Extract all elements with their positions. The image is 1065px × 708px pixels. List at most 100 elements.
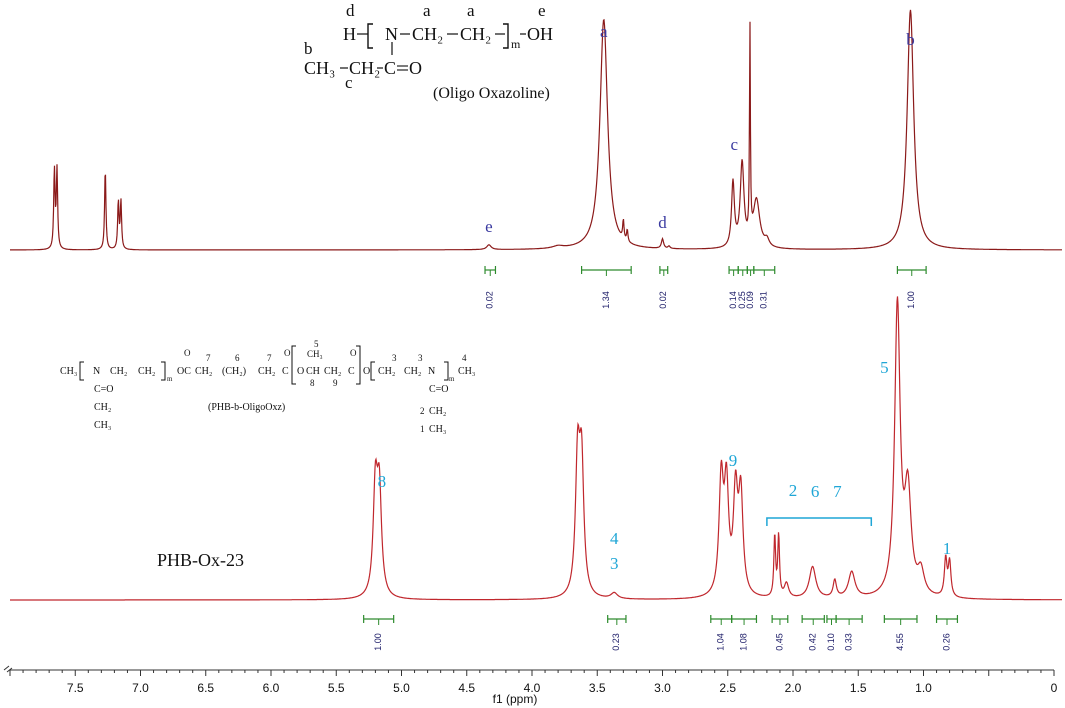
top-compound-label: (Oligo Oxazoline) <box>433 85 550 102</box>
bstruct-ch2-a: CH₂ <box>110 366 127 377</box>
peak-label-top-1: a <box>600 22 608 41</box>
bstruct-c2: C <box>348 366 355 377</box>
bstruct-c1: C <box>282 366 289 377</box>
bstruct-ch2-g: CH₂ <box>404 366 421 377</box>
bstruct-num-1: 1 <box>420 424 425 434</box>
integral-bottom-5: 0.42 <box>801 615 825 651</box>
integral-value: 1.34 <box>601 291 611 309</box>
integral-bottom-9: 0.26 <box>935 615 959 651</box>
bstruct-num-4: 4 <box>462 353 467 363</box>
spectra-layer <box>10 9 1062 601</box>
bstruct-ch2-f: CH₂ <box>378 366 395 377</box>
integrals-layer: 0.02 1.34 0.02 0.14 0.250.09 0.31 1.00 1.00 0.23… <box>363 266 959 651</box>
bstruct-ch3-right: CH₃ <box>458 366 475 377</box>
peak-label-top-2: d <box>658 213 667 232</box>
svg-text:O: O <box>350 348 357 358</box>
bstruct-n-right: N <box>428 366 435 377</box>
peak-label-top-3: c <box>731 135 739 154</box>
svg-text:O: O <box>284 348 291 358</box>
bstruct-ch2-d: CH₂ <box>258 366 275 377</box>
svg-text:O: O <box>184 348 191 358</box>
struct-label-d: d <box>346 1 355 20</box>
bstruct-ch2-e: CH₂ <box>324 366 341 377</box>
struct-ch2-2: CH₂ <box>460 24 491 44</box>
bstruct-num-7b: 7 <box>267 353 272 363</box>
tick-label: 4.0 <box>524 681 541 695</box>
struct-label-a2: a <box>467 1 475 20</box>
bstruct-m-left: m <box>167 375 173 383</box>
tick-label: 7.0 <box>132 681 149 695</box>
integral-value: 0.23 <box>611 633 621 651</box>
integral-bottom-7: 0.33 <box>835 615 863 651</box>
bstruct-left-co: C=O <box>94 384 114 395</box>
peak-label-bottom-1: 4 <box>610 529 619 548</box>
sample-label: PHB-Ox-23 <box>157 550 244 570</box>
oligo-oxazoline-structure: d a a e b c H N CH₂ CH₂ m OH CH₃ CH₂ C O… <box>304 1 553 102</box>
bstruct-o1: O <box>297 366 304 377</box>
integral-top-7: 1.00 <box>896 266 927 309</box>
struct-h: H <box>343 24 356 44</box>
struct-n: N <box>385 24 398 44</box>
bstruct-num-6: 6 <box>235 353 240 363</box>
bstruct-right-ch2: CH₂ <box>429 406 446 417</box>
tick-label: 6.0 <box>263 681 280 695</box>
spectrum-line-bottom <box>10 296 1062 601</box>
peak-label-bottom-6: 7 <box>833 482 842 501</box>
peak-label-top-4: b <box>906 30 915 49</box>
peak-label-top-0: e <box>485 217 493 236</box>
struct-m: m <box>511 37 521 51</box>
integral-bottom-4: 0.45 <box>771 615 789 651</box>
integral-value: 0.33 <box>843 633 853 651</box>
integral-top-6: 0.31 <box>753 266 776 309</box>
tick-label: 6.5 <box>197 681 214 695</box>
integral-top-0: 0.02 <box>484 266 497 309</box>
peak-label-bottom-7: 5 <box>880 358 889 377</box>
bstruct-ch3-left: CH₃ <box>60 366 77 377</box>
bstruct-ch2-b: CH₂ <box>138 366 155 377</box>
integral-bottom-3: 1.08 <box>731 615 758 651</box>
tick-label: 7.5 <box>67 681 84 695</box>
integral-value: 0.26 <box>941 633 951 651</box>
integral-top-1: 1.34 <box>580 266 632 309</box>
peak-label-bottom-3: 9 <box>729 451 738 470</box>
bstruct-oc: OC <box>177 366 191 377</box>
bstruct-left-ch2: CH₂ <box>94 402 111 413</box>
integral-value: 0.14 <box>728 291 738 309</box>
integral-top-2: 0.02 <box>658 266 669 309</box>
bstruct-num-9: 9 <box>333 378 338 388</box>
bstruct-m-right: m <box>449 375 455 383</box>
struct-label-c: c <box>345 73 353 92</box>
struct-ch2-1: CH₂ <box>412 24 443 44</box>
integral-value: 1.00 <box>373 633 383 651</box>
bstruct-o2: O <box>363 366 370 377</box>
integral-value: 4.55 <box>895 633 905 651</box>
svg-text:CH₃: CH₃ <box>307 349 323 359</box>
peak-label-bottom-0: 8 <box>378 472 387 491</box>
integral-value: 0.31 <box>759 291 769 309</box>
tick-label: 1.5 <box>850 681 867 695</box>
x-axis-title: f1 (ppm) <box>493 692 538 706</box>
struct-oh: OH <box>527 24 553 44</box>
integral-bottom-1: 0.23 <box>607 615 627 651</box>
tick-label: 4.5 <box>458 681 475 695</box>
integral-value: 0.09 <box>745 291 755 309</box>
bstruct-left-ch3: CH₃ <box>94 420 111 431</box>
bstruct-ch2-n: (CH₂) <box>222 366 246 377</box>
bstruct-num-2: 2 <box>420 406 425 416</box>
integral-value: 0.02 <box>485 291 495 309</box>
bottom-compound-label: (PHB-b-OligoOxz) <box>208 402 285 413</box>
peak-label-bottom-2: 3 <box>610 554 619 573</box>
bstruct-num-8: 8 <box>310 378 315 388</box>
integral-bottom-6: 0.10 <box>826 615 837 651</box>
struct-label-a1: a <box>423 1 431 20</box>
tick-label: 2.5 <box>719 681 736 695</box>
x-axis: 7.5 7.0 6.5 6.0 5.5 5.0 4.5 4.0 3.5 3.0 2.5 2.0 1.5 1… <box>3 665 1058 695</box>
integral-value: 0.10 <box>826 633 836 651</box>
tick-label: 2.0 <box>785 681 802 695</box>
bstruct-n-left: N <box>93 366 100 377</box>
struct-ch2-3: CH₂ <box>349 58 380 78</box>
peak-label-bottom-8: 1 <box>943 539 952 558</box>
bstruct-right-co: C=O <box>429 384 449 395</box>
